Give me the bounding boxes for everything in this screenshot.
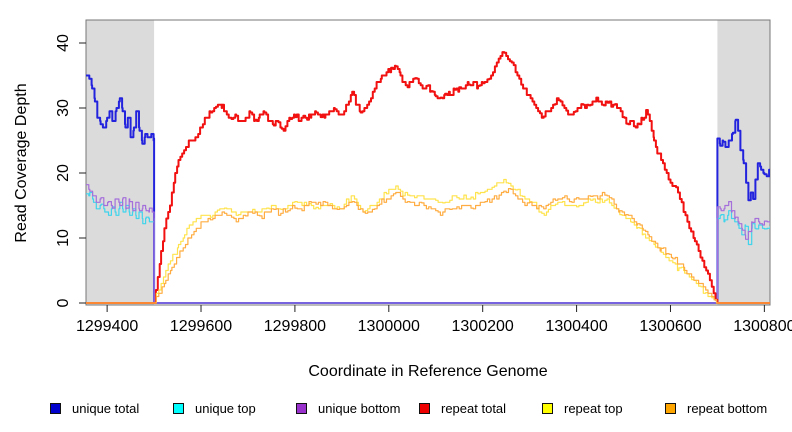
- legend-swatch: [50, 402, 61, 414]
- x-tick-label: 1299600: [170, 318, 232, 335]
- legend-item-repeat-top: repeat top: [542, 401, 665, 416]
- legend-label: unique top: [195, 400, 256, 416]
- y-tick-label: 30: [55, 99, 72, 117]
- x-tick-label: 1300000: [358, 318, 420, 335]
- series-line-repeat-top: [86, 178, 770, 304]
- legend-swatch: [665, 402, 676, 414]
- legend-swatch: [296, 402, 307, 414]
- plot-border: [85, 19, 771, 306]
- legend-swatch: [419, 402, 430, 414]
- shaded-region-left: [86, 20, 155, 305]
- legend: unique total unique top unique bottom repea…: [50, 398, 792, 418]
- shaded-regions: [86, 20, 770, 305]
- legend-item-unique-bottom: unique bottom: [296, 401, 419, 416]
- y-axis: 0 10 20 30 40: [55, 34, 86, 307]
- legend-item-unique-top: unique top: [173, 401, 296, 416]
- x-tick-label: 1300600: [639, 318, 701, 335]
- series-line-unique-total: [86, 74, 770, 304]
- x-axis-title: Coordinate in Reference Genome: [308, 363, 547, 380]
- series-line-repeat-bottom: [86, 188, 770, 304]
- series-line-repeat-total: [86, 51, 770, 304]
- series-lines: [86, 51, 770, 304]
- x-axis: 1299400 1299600 1299800 1300000 1300200 13004…: [76, 305, 792, 335]
- x-tick-label: 1300400: [545, 318, 607, 335]
- legend-label: repeat bottom: [687, 400, 768, 416]
- y-axis-title: Read Coverage Depth: [13, 83, 30, 242]
- y-tick-label: 0: [55, 298, 72, 307]
- legend-label: unique total: [72, 400, 140, 416]
- x-tick-label: 1299400: [76, 318, 138, 335]
- legend-item-unique-total: unique total: [50, 401, 173, 416]
- y-tick-label: 10: [55, 229, 72, 247]
- x-tick-label: 1300200: [452, 318, 514, 335]
- y-tick-label: 20: [55, 164, 72, 182]
- series-line-unique-bottom: [86, 184, 770, 304]
- y-tick-label: 40: [55, 34, 72, 52]
- legend-item-repeat-total: repeat total: [419, 401, 542, 416]
- legend-label: repeat top: [564, 400, 623, 416]
- legend-swatch: [542, 402, 553, 414]
- legend-label: unique bottom: [318, 400, 401, 416]
- x-tick-label: 1299800: [264, 318, 326, 335]
- legend-item-repeat-bottom: repeat bottom: [665, 401, 788, 416]
- x-tick-label: 1300800: [733, 318, 792, 335]
- legend-label: repeat total: [441, 400, 507, 416]
- legend-swatch: [173, 402, 184, 414]
